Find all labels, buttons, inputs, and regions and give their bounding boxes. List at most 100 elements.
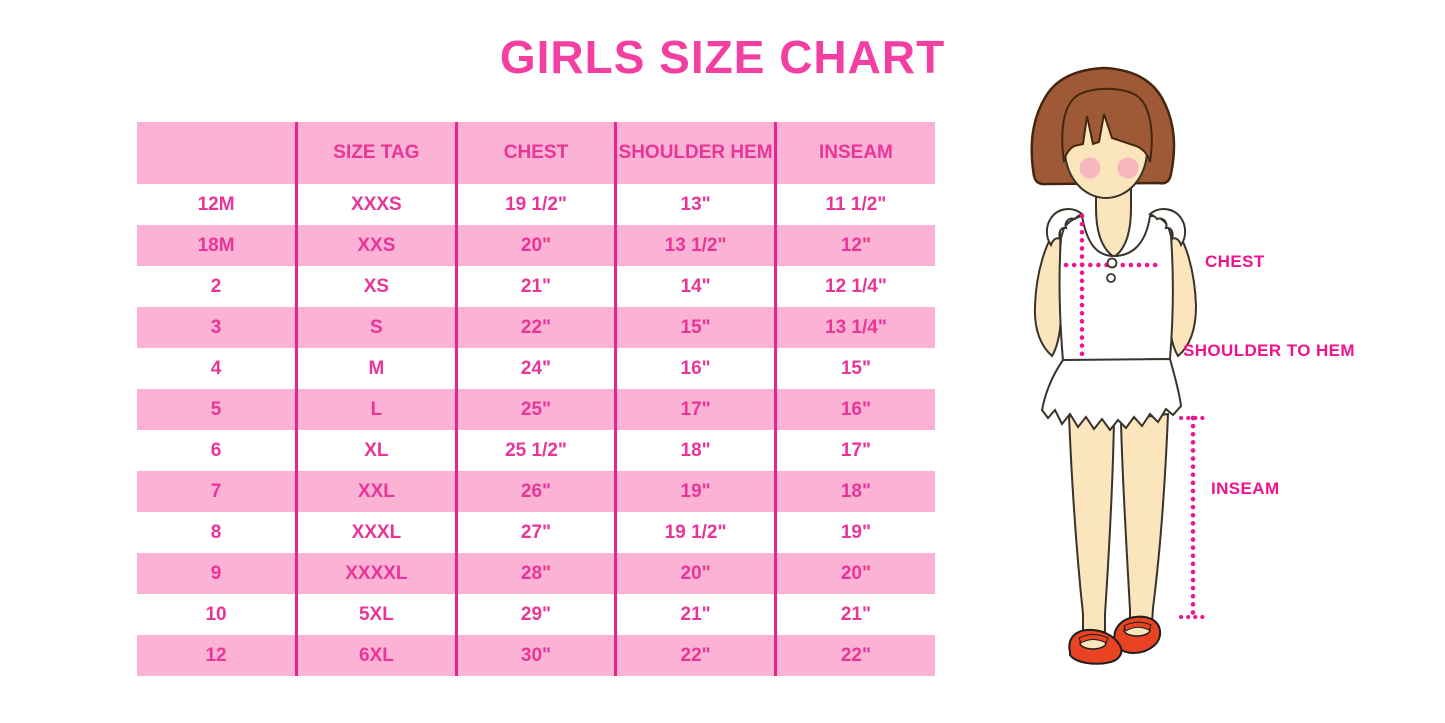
shoulder-hem-cell: 18" bbox=[615, 430, 777, 471]
shoulder-hem-cell: 16" bbox=[615, 348, 777, 389]
table-row: 18M XXS 20" 13 1/2" 12" bbox=[137, 225, 935, 266]
size-cell: 12 bbox=[137, 635, 299, 676]
size-tag-cell: M bbox=[296, 348, 458, 389]
size-tag-cell: 6XL bbox=[296, 635, 458, 676]
inseam-measure-label: INSEAM bbox=[1211, 479, 1280, 498]
table-header-row: SIZE TAG CHEST SHOULDER HEM INSEAM bbox=[137, 122, 935, 184]
chest-measure-label: CHEST bbox=[1205, 252, 1265, 271]
size-cell: 8 bbox=[137, 512, 299, 553]
girl-illustration-svg bbox=[1030, 66, 1207, 665]
table-row: 3 S 22" 15" 13 1/4" bbox=[137, 307, 935, 348]
chest-cell: 25" bbox=[456, 389, 618, 430]
top-button bbox=[1106, 257, 1118, 269]
inseam-col-header: INSEAM bbox=[818, 142, 893, 163]
chest-cell: 21" bbox=[456, 266, 618, 307]
table-row: 5 L 25" 17" 16" bbox=[137, 389, 935, 430]
size-tag-cell: XXS bbox=[296, 225, 458, 266]
size-cell: 12M bbox=[137, 184, 299, 225]
inseam-cell: 12 1/4" bbox=[825, 275, 887, 297]
shoulder-to-hem-measure-label: SHOULDER TO HEM bbox=[1183, 341, 1355, 360]
inseam-cell: 21" bbox=[840, 603, 872, 625]
shoulder-hem-cell: 15" bbox=[615, 307, 777, 348]
table-row: 12M XXXS 19 1/2" 13" 11 1/2" bbox=[137, 184, 935, 225]
size-tag-cell: S bbox=[296, 307, 458, 348]
blush-right-cheek bbox=[1117, 157, 1139, 179]
right-leg bbox=[1119, 412, 1170, 625]
shoulder-hem-cell: 19" bbox=[615, 471, 777, 512]
table-row: 8 XXXL 27" 19 1/2" 19" bbox=[137, 512, 935, 553]
left-shoe bbox=[1068, 628, 1123, 665]
size-tag-cell: XL bbox=[296, 430, 458, 471]
size-cell: 5 bbox=[137, 389, 299, 430]
bottom-button bbox=[1106, 273, 1116, 283]
chest-cell: 24" bbox=[456, 348, 618, 389]
size-tag-cell: XXL bbox=[296, 471, 458, 512]
page-title: GIRLS SIZE CHART bbox=[499, 31, 946, 83]
size-cell: 6 bbox=[137, 430, 299, 471]
size-cell: 10 bbox=[137, 594, 299, 635]
chest-cell: 20" bbox=[456, 225, 618, 266]
inseam-cell: 18" bbox=[840, 480, 872, 502]
inseam-cell: 17" bbox=[840, 439, 872, 461]
inseam-cell: 13 1/4" bbox=[825, 316, 887, 338]
bangs bbox=[1061, 87, 1153, 163]
table-row: 2 XS 21" 14" 12 1/4" bbox=[137, 266, 935, 307]
blush-left-cheek bbox=[1079, 157, 1101, 179]
size-table-body: 12M XXXS 19 1/2" 13" 11 1/2" 18M XXS 20"… bbox=[137, 184, 935, 676]
shoulder-hem-cell: 13 1/2" bbox=[615, 225, 777, 266]
table-row: 7 XXL 26" 19" 18" bbox=[137, 471, 935, 512]
size-cell: 3 bbox=[137, 307, 299, 348]
inseam-cell: 15" bbox=[840, 357, 872, 379]
chest-cell: 29" bbox=[456, 594, 618, 635]
size-tag-cell: L bbox=[296, 389, 458, 430]
inseam-cell: 22" bbox=[840, 644, 872, 666]
inseam-cell: 11 1/2" bbox=[825, 193, 887, 215]
table-row: 12 6XL 30" 22" 22" bbox=[137, 635, 935, 676]
shoulder-hem-col-header: SHOULDER HEM bbox=[615, 122, 777, 184]
chest-cell: 19 1/2" bbox=[456, 184, 618, 225]
chest-col-header: CHEST bbox=[456, 122, 618, 184]
shoulder-hem-cell: 22" bbox=[615, 635, 777, 676]
skirt bbox=[1040, 357, 1183, 432]
chest-cell: 22" bbox=[456, 307, 618, 348]
table-row: 10 5XL 29" 21" 21" bbox=[137, 594, 935, 635]
blank-col-header bbox=[137, 122, 299, 184]
chest-cell: 27" bbox=[456, 512, 618, 553]
chest-cell: 28" bbox=[456, 553, 618, 594]
left-leg bbox=[1067, 414, 1116, 633]
size-tag-col-header: SIZE TAG bbox=[296, 122, 458, 184]
table-row: 4 M 24" 16" 15" bbox=[137, 348, 935, 389]
right-sleeve-ruffle bbox=[1148, 208, 1187, 248]
shoulder-hem-cell: 13" bbox=[615, 184, 777, 225]
shoulder-hem-cell: 21" bbox=[615, 594, 777, 635]
left-arm bbox=[1033, 223, 1063, 358]
shoulder-hem-cell: 14" bbox=[615, 266, 777, 307]
size-cell: 18M bbox=[137, 225, 299, 266]
size-tag-cell: XS bbox=[296, 266, 458, 307]
chest-cell: 25 1/2" bbox=[456, 430, 618, 471]
size-cell: 9 bbox=[137, 553, 299, 594]
size-table-header: SIZE TAG CHEST SHOULDER HEM INSEAM bbox=[137, 122, 935, 184]
chest-cell: 30" bbox=[456, 635, 618, 676]
size-tag-cell: XXXXL bbox=[296, 553, 458, 594]
size-tag-cell: XXXL bbox=[296, 512, 458, 553]
inseam-cell: 16" bbox=[840, 398, 872, 420]
table-row: 6 XL 25 1/2" 18" 17" bbox=[137, 430, 935, 471]
right-shoe bbox=[1113, 615, 1162, 654]
size-tag-cell: XXXS bbox=[296, 184, 458, 225]
inseam-cell: 19" bbox=[840, 521, 872, 543]
left-sleeve-ruffle bbox=[1045, 208, 1084, 248]
shoulder-hem-cell: 17" bbox=[615, 389, 777, 430]
shoulder-hem-cell: 20" bbox=[615, 553, 777, 594]
inseam-cell: 12" bbox=[840, 234, 872, 256]
chest-cell: 26" bbox=[456, 471, 618, 512]
inseam-cell: 20" bbox=[840, 562, 872, 584]
girl-illustration bbox=[1000, 58, 1445, 723]
table-row: 9 XXXXL 28" 20" 20" bbox=[137, 553, 935, 594]
size-tag-cell: 5XL bbox=[296, 594, 458, 635]
inseam-measure-line bbox=[1179, 415, 1207, 620]
top-garment bbox=[1058, 214, 1174, 363]
size-cell: 4 bbox=[137, 348, 299, 389]
shoulder-hem-cell: 19 1/2" bbox=[615, 512, 777, 553]
